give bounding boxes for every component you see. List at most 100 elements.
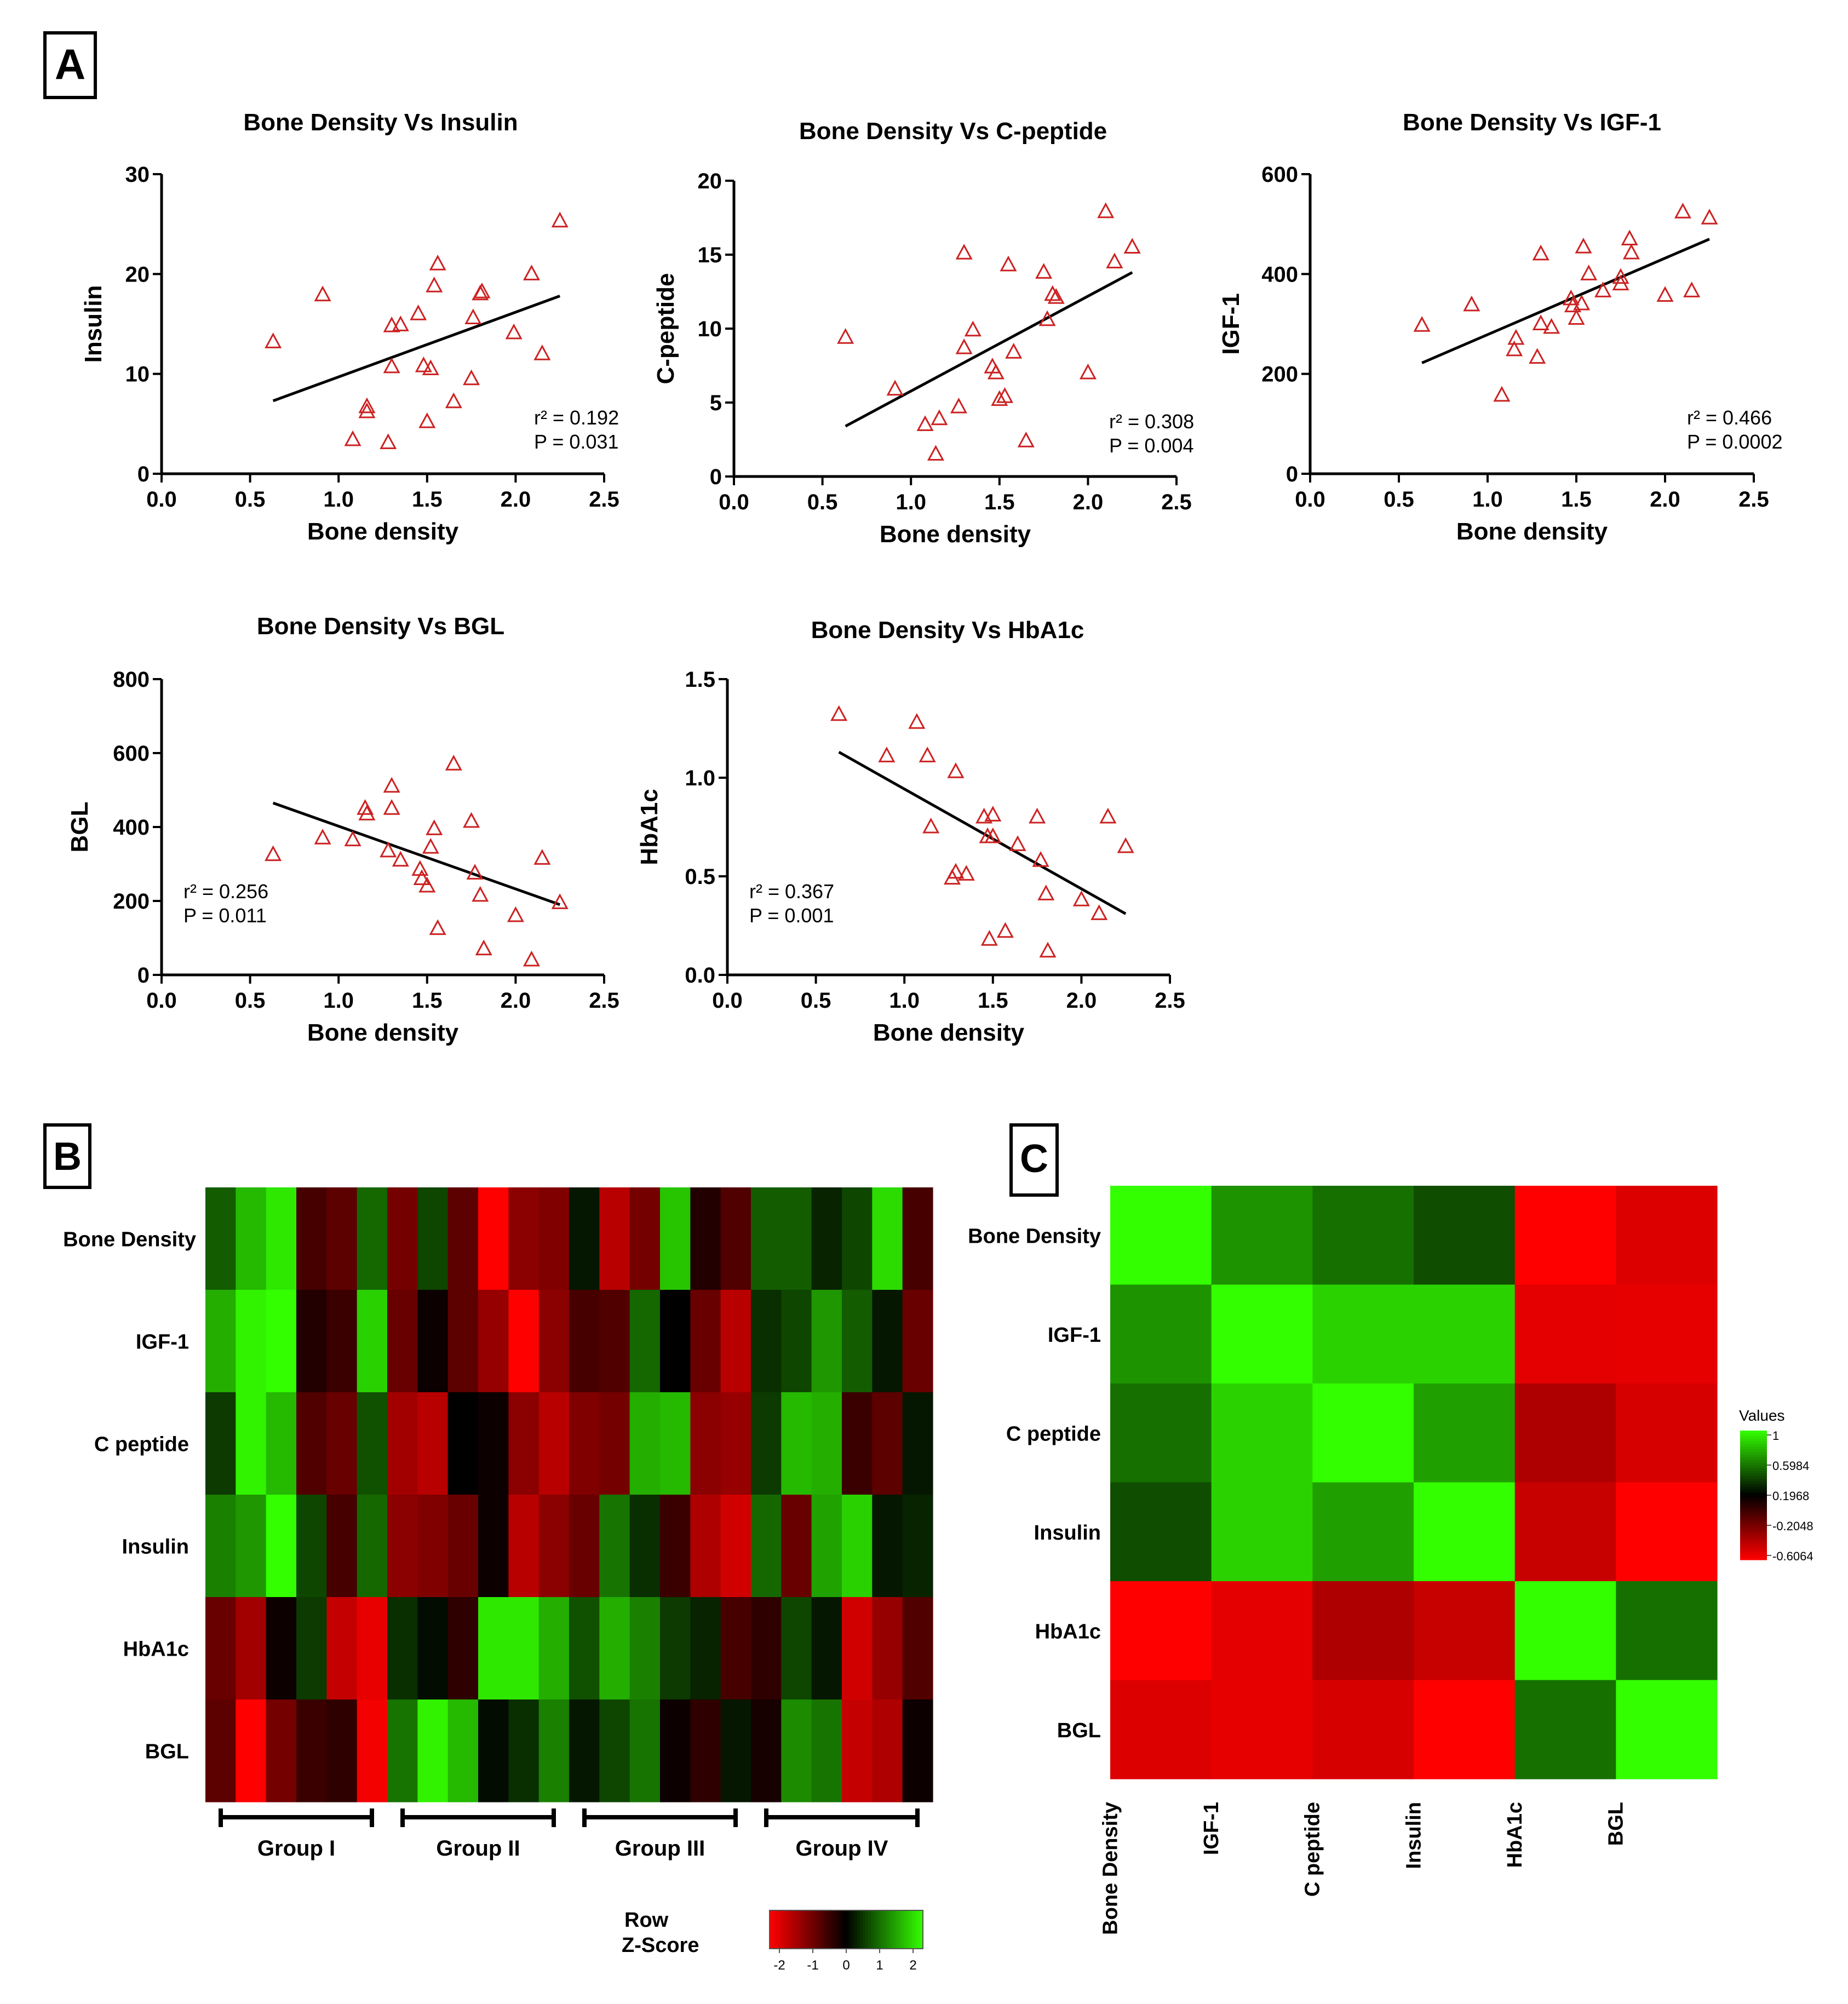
heatmap-row-label: Insulin: [122, 1536, 189, 1559]
legend-gradient-step: [805, 1910, 808, 1949]
heatmap-cell: [296, 1290, 327, 1393]
heatmap-cell: [478, 1597, 509, 1700]
legend-gradient-step: [1740, 1435, 1767, 1439]
legend-tick-label: 0: [842, 1958, 850, 1973]
legend-gradient-step: [1740, 1495, 1767, 1498]
heatmap-cell: [629, 1290, 661, 1393]
c-peptide-x-axis-label: Bone density: [880, 521, 1031, 548]
c-peptide-data-point: [837, 328, 854, 344]
insulin-y-tick-label: 0: [137, 462, 150, 486]
legend-gradient-step: [904, 1910, 907, 1949]
legend-gradient-step: [1740, 1522, 1767, 1525]
heatmap-cell: [660, 1495, 691, 1598]
hba1c-y-tick-label: 1.5: [685, 668, 715, 692]
heatmap-cell: [266, 1392, 297, 1495]
heatmap-cell: [447, 1495, 479, 1598]
heatmap-cell: [569, 1699, 600, 1802]
heatmap-cell: [872, 1495, 903, 1598]
hba1c-y-tick-label: 1.0: [685, 766, 715, 790]
heatmap-cell: [872, 1187, 903, 1290]
heatmap-cell: [326, 1495, 358, 1598]
c-peptide-stat-label: P = 0.004: [1109, 434, 1193, 457]
legend-gradient-step: [1740, 1449, 1767, 1452]
bgl-data-point: [463, 812, 480, 828]
legend-gradient-step: [1740, 1497, 1767, 1501]
hba1c-data-point: [1032, 851, 1049, 867]
insulin-y-axis-label: Insulin: [80, 285, 107, 363]
bgl-x-tick-label: 2.5: [589, 989, 619, 1013]
insulin-chart-title: Bone Density Vs Insulin: [243, 109, 518, 136]
bgl-y-tick-label: 200: [113, 889, 150, 914]
scatter-plot-insulin: Bone Density Vs Insulin 0.0 0.5 1.0 1.5 2.0 2.…: [80, 109, 619, 545]
heatmap-cell: [842, 1597, 873, 1700]
c-peptide-x-tick-label: 1.0: [896, 490, 926, 514]
heatmap-cell: [508, 1187, 540, 1290]
legend-gradient-step: [813, 1910, 817, 1949]
correlation-cell: [1211, 1680, 1313, 1779]
c-peptide-data-point: [1038, 310, 1056, 326]
heatmap-cell: [236, 1597, 267, 1700]
igf-1-data-point: [1622, 243, 1640, 260]
correlation-row-label: Insulin: [1034, 1521, 1101, 1544]
igf-1-data-point: [1656, 286, 1674, 302]
igf-1-data-point: [1562, 289, 1580, 306]
correlation-cell: [1211, 1186, 1313, 1285]
heatmap-cell: [478, 1495, 509, 1598]
legend-gradient-step: [780, 1910, 784, 1949]
insulin-data-point: [392, 315, 409, 331]
legend-gradient-step: [1740, 1473, 1767, 1477]
heatmap-cell: [690, 1187, 721, 1290]
heatmap-cell: [569, 1495, 600, 1598]
hba1c-data-point: [947, 863, 965, 879]
heatmap-cell: [296, 1187, 327, 1290]
heatmap-cell: [447, 1699, 479, 1802]
heatmap-cell: [508, 1495, 540, 1598]
correlation-cell: [1514, 1581, 1616, 1681]
legend-gradient-step: [1740, 1490, 1767, 1493]
heatmap-cell: [478, 1392, 509, 1495]
c-peptide-data-point: [950, 397, 967, 414]
correlation-cell: [1110, 1482, 1212, 1582]
hba1c-regression-line: [838, 751, 1127, 915]
c-peptide-x-tick-label: 0.0: [719, 490, 749, 514]
correlation-row-label: Bone Density: [968, 1225, 1101, 1248]
legend-gradient-step: [1740, 1538, 1767, 1542]
hba1c-data-point: [922, 817, 940, 834]
insulin-x-tick-label: 1.5: [412, 487, 443, 512]
legend-gradient-step: [1740, 1546, 1767, 1549]
legend-gradient-step: [778, 1910, 781, 1949]
hba1c-data-point: [919, 747, 936, 762]
heatmap-cell: [842, 1392, 873, 1495]
legend-tick-label: -2: [773, 1958, 785, 1973]
heatmap-cell: [205, 1495, 236, 1598]
heatmap-cell: [387, 1699, 418, 1802]
legend-gradient-step: [898, 1910, 902, 1949]
bgl-data-point: [507, 906, 524, 922]
igf-1-chart-title: Bone Density Vs IGF-1: [1403, 109, 1661, 136]
c-peptide-x-tick-label: 2.5: [1161, 490, 1192, 514]
insulin-x-tick-label: 2.5: [589, 487, 619, 512]
bgl-y-tick-label: 800: [113, 668, 150, 692]
c-peptide-x-tick-label: 0.5: [807, 490, 838, 514]
heatmap-cell: [720, 1495, 751, 1598]
legend-gradient-step: [827, 1910, 830, 1949]
heatmap-group-z-scores: Bone Density IGF-1 C peptide Insulin HbA1c BG…: [63, 1187, 933, 1861]
hba1c-data-point: [1039, 941, 1057, 958]
igf-1-data-point: [1573, 294, 1591, 311]
c-peptide-y-tick-label: 5: [710, 391, 722, 415]
heatmap-cell: [508, 1290, 540, 1393]
legend-gradient-step: [863, 1910, 866, 1949]
heatmap-cell: [751, 1290, 782, 1393]
igf-1-data-point: [1621, 229, 1638, 246]
igf-1-data-point: [1506, 340, 1523, 357]
legend-gradient-step: [791, 1910, 795, 1949]
heatmap-cell: [205, 1392, 236, 1495]
heatmap-cell: [326, 1187, 358, 1290]
heatmap-cell: [720, 1699, 751, 1802]
igf-1-y-tick-label: 400: [1261, 262, 1298, 286]
hba1c-data-point: [1091, 904, 1108, 920]
heatmap-cell: [447, 1597, 479, 1700]
correlation-cell: [1514, 1284, 1616, 1384]
heatmap-cell: [690, 1597, 721, 1700]
legend-gradient-step: [841, 1910, 844, 1949]
